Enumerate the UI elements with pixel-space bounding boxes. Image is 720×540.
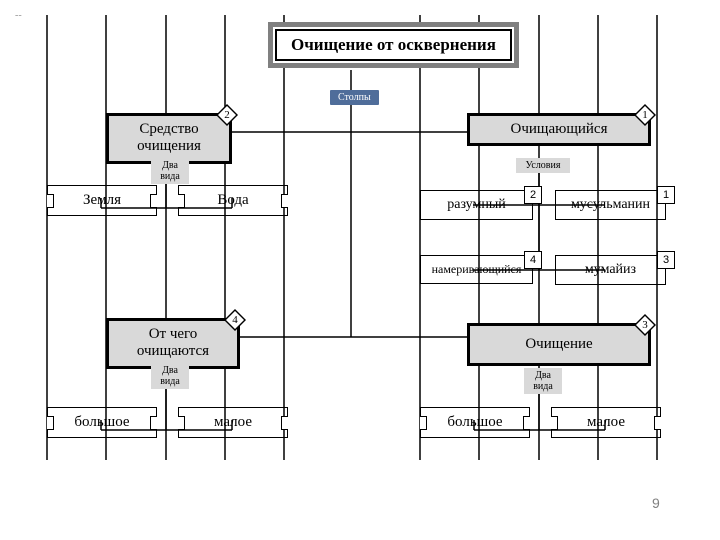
- person-item-reasonable: разумный: [420, 190, 533, 220]
- from-sublabel: Два вида: [151, 363, 189, 389]
- purification-item-small: малое: [551, 407, 661, 438]
- person-item-mumaiiz: мумайиз: [555, 255, 666, 285]
- means-item-earth: Земля: [47, 185, 157, 216]
- badge-1: 1: [657, 186, 675, 204]
- means-sublabel: Два вида: [151, 158, 189, 184]
- person-sublabel: Условия: [516, 158, 570, 173]
- badge-3: 3: [657, 251, 675, 269]
- from-item-small: малое: [178, 407, 288, 438]
- badge-4: 4: [524, 251, 542, 269]
- means-item-water: Вода: [178, 185, 288, 216]
- purification-box: Очищение: [467, 323, 651, 366]
- means-box: Средство очищения: [106, 113, 232, 164]
- purification-item-big: большое: [420, 407, 530, 438]
- from-label: От чего очищаются: [137, 326, 209, 359]
- title-text: Очищение от осквернения: [275, 29, 512, 61]
- person-item-intending: намеривающийся: [420, 255, 533, 284]
- page-number: 9: [652, 495, 660, 511]
- person-item-muslim: мусульманин: [555, 190, 666, 220]
- person-box: Очищающийся: [467, 113, 651, 146]
- person-label: Очищающийся: [511, 121, 608, 137]
- corner-mark: --: [15, 10, 22, 21]
- from-box: От чего очищаются: [106, 318, 240, 369]
- purification-sublabel: Два вида: [524, 368, 562, 394]
- badge-2: 2: [524, 186, 542, 204]
- purification-label: Очищение: [525, 336, 592, 352]
- pillars-label: Столпы: [330, 90, 379, 105]
- title-box: Очищение от осквернения: [268, 22, 519, 68]
- means-label: Средство очищения: [137, 121, 201, 154]
- from-item-big: большое: [47, 407, 157, 438]
